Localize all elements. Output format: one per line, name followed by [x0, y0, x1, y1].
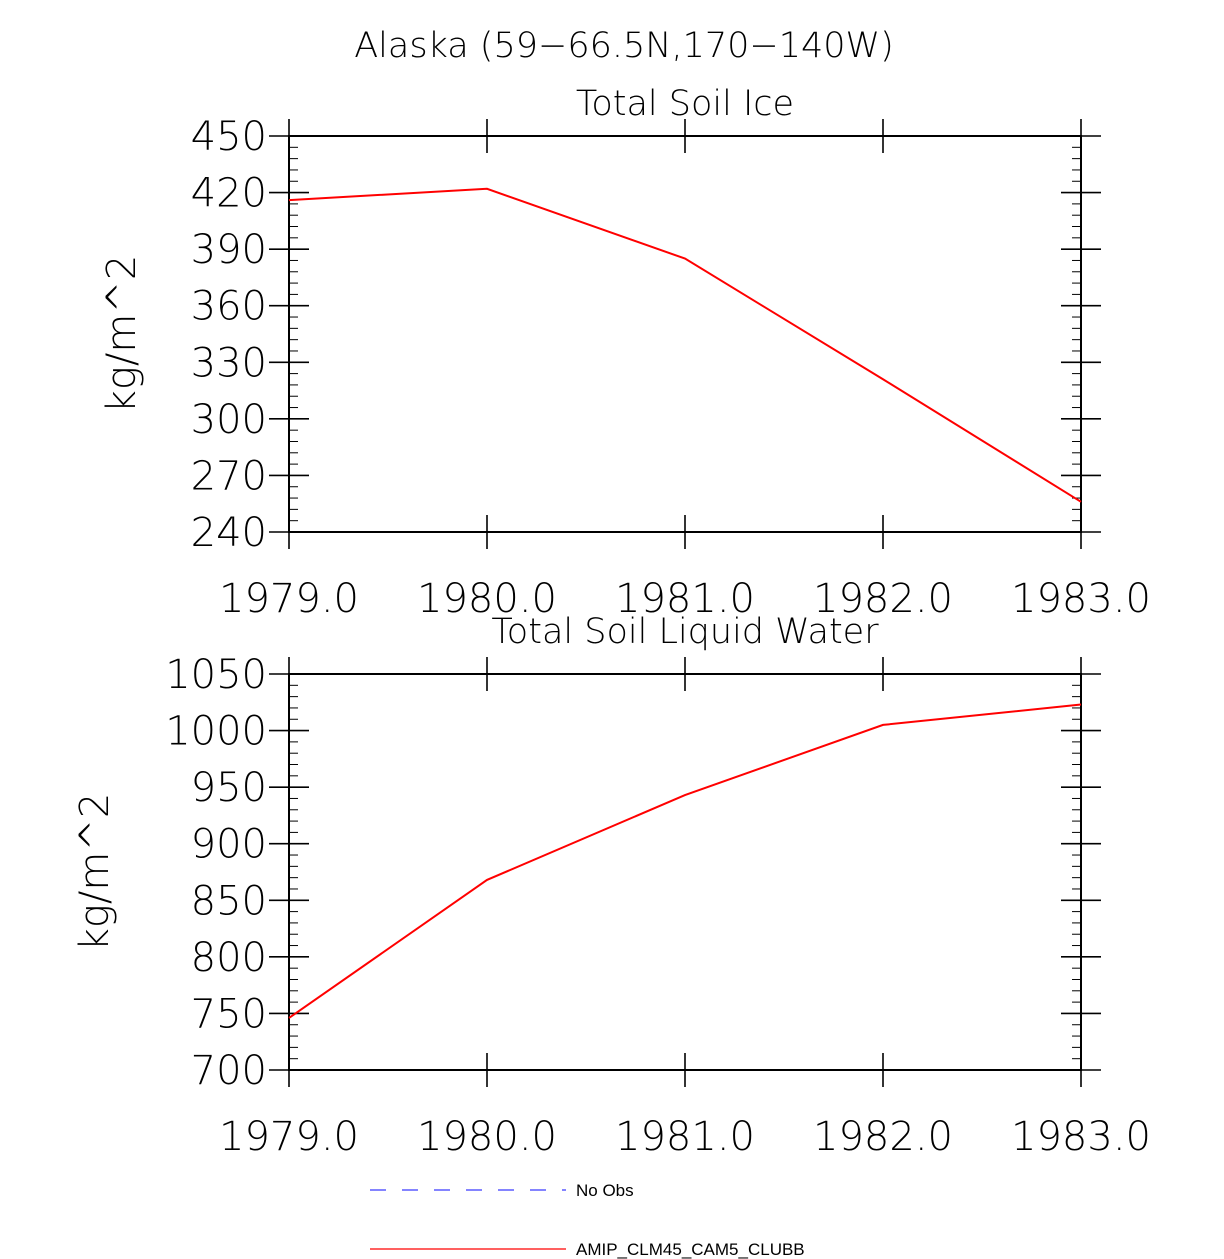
- x-tick-label: 1982.0: [813, 1114, 953, 1160]
- x-tick-label: 1980.0: [417, 1114, 557, 1160]
- chart-title: Total Soil Ice: [576, 84, 794, 124]
- y-tick-label: 360: [191, 284, 267, 330]
- y-tick-label: 800: [191, 935, 267, 981]
- x-tick-label: 1983.0: [1011, 576, 1151, 622]
- y-tick-label: 750: [191, 991, 267, 1037]
- x-tick-label: 1981.0: [615, 576, 755, 622]
- y-tick-label: 270: [191, 453, 267, 499]
- series-line-1: [288, 187, 1082, 503]
- chart-panel-1: Total Soil Ice kg/m^2 240 270 300 330 360 390 42…: [99, 84, 1151, 622]
- y-axis-label: kg/m^2: [99, 255, 145, 414]
- series-line-1: [288, 703, 1082, 1019]
- figure-title: Alaska (59−66.5N,170−140W): [354, 26, 894, 66]
- y-tick-label: 1000: [165, 709, 267, 755]
- y-axis-label: kg/m^2: [72, 793, 118, 952]
- y-tick-label: 950: [191, 765, 267, 811]
- chart-panel-2: Total Soil Liquid Water kg/m^2 700 750 800 85…: [72, 612, 1151, 1160]
- y-tick-label: 240: [191, 510, 267, 556]
- legend-label-model: AMIP_CLM45_CAM5_CLUBB: [576, 1240, 805, 1259]
- y-tick-label: 900: [191, 822, 267, 868]
- x-tick-label: 1979.0: [219, 576, 359, 622]
- x-tick-label: 1983.0: [1011, 1114, 1151, 1160]
- y-tick-label: 420: [191, 171, 267, 217]
- x-tick-label: 1979.0: [219, 1114, 359, 1160]
- chart-title: Total Soil Liquid Water: [491, 612, 879, 652]
- x-tick-label: 1982.0: [813, 576, 953, 622]
- legend: No Obs AMIP_CLM45_CAM5_CLUBB: [370, 1181, 805, 1259]
- legend-label-no-obs: No Obs: [576, 1181, 634, 1200]
- x-tick-label: 1980.0: [417, 576, 557, 622]
- y-tick-label: 390: [191, 227, 267, 273]
- y-tick-label: 450: [191, 114, 267, 160]
- y-tick-label: 850: [191, 878, 267, 924]
- plot-frame: [288, 135, 1082, 533]
- plot-frame: [288, 673, 1082, 1071]
- y-tick-label: 1050: [165, 652, 267, 698]
- x-tick-label: 1981.0: [615, 1114, 755, 1160]
- y-tick-label: 700: [191, 1048, 267, 1094]
- y-tick-label: 330: [191, 340, 267, 386]
- y-tick-label: 300: [191, 397, 267, 443]
